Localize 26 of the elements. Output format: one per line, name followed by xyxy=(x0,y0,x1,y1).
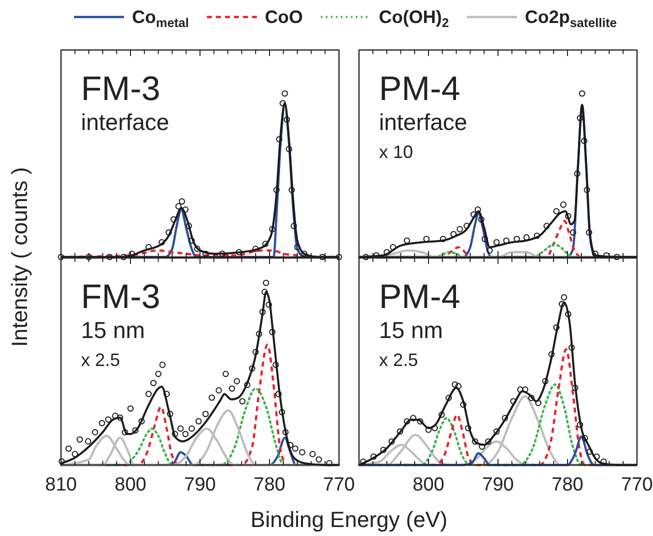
x-tick-label: 800 xyxy=(412,474,444,496)
x-tick-label: 780 xyxy=(254,474,286,496)
chart-title: FM-3 xyxy=(81,278,160,316)
text: 15 nm xyxy=(379,317,443,343)
legend-label: Co2p$_{satellite}$ xyxy=(524,7,617,30)
chart-title: PM-4 xyxy=(379,70,460,108)
annotation: x 2.5 xyxy=(379,350,418,370)
legend-label: Co(OH)$_{2}$ xyxy=(378,7,449,30)
x-tick-label: 790 xyxy=(184,474,216,496)
x-tick-label: 780 xyxy=(552,474,584,496)
annotation: x 10 xyxy=(379,142,414,162)
annotation: x 2.5 xyxy=(81,350,120,370)
x-tick-label: 810 xyxy=(45,474,77,496)
legend-label: Co$_{metal}$ xyxy=(132,7,189,30)
text: 15 nm xyxy=(81,317,145,343)
chart-title: FM-3 xyxy=(81,70,160,108)
x-axis-title: Binding Energy (eV) xyxy=(250,507,448,532)
x-tick-label: 800 xyxy=(114,474,146,496)
chart-title: PM-4 xyxy=(379,278,460,316)
text: interface xyxy=(379,109,468,135)
x-tick-label: 790 xyxy=(482,474,514,496)
y-axis-title: Intensity ( counts ) xyxy=(7,167,32,347)
legend-label: CoO xyxy=(264,7,303,27)
x-tick-label: 770 xyxy=(323,474,355,496)
x-tick-label: 770 xyxy=(621,474,653,496)
text: interface xyxy=(81,109,170,135)
